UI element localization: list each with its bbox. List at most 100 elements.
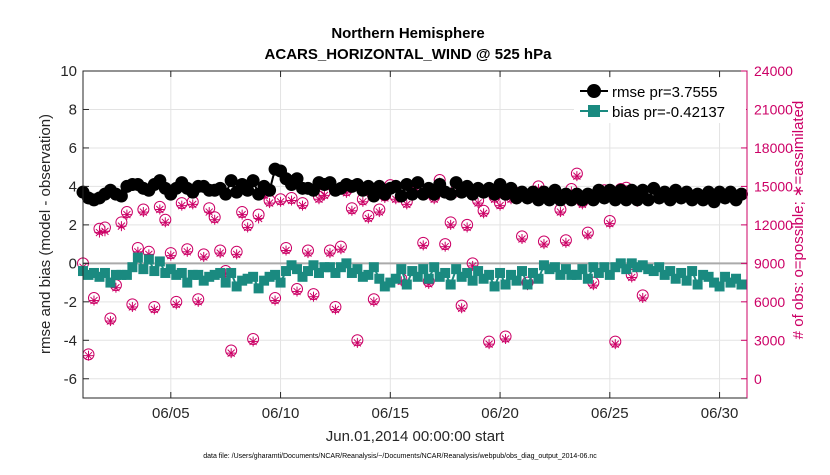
bias-point <box>423 273 434 284</box>
assimilated-obs-marker <box>582 230 593 241</box>
asterisk-stroke <box>441 242 450 251</box>
bias-point <box>692 279 703 290</box>
bias-point <box>286 260 297 271</box>
asterisk-stroke <box>457 304 466 313</box>
y-tick-label-right: 6000 <box>754 294 785 310</box>
bias-point <box>527 267 538 278</box>
asterisk-stroke <box>496 201 504 210</box>
assimilated-obs-marker <box>297 200 308 211</box>
assimilated-obs-marker <box>308 291 319 302</box>
assimilated-obs-marker <box>242 222 253 233</box>
y-tick-label-right: 0 <box>754 371 762 387</box>
assimilated-obs-marker <box>368 296 379 307</box>
asterisk-stroke <box>112 283 120 292</box>
rmse-point <box>449 176 463 190</box>
asterisk-stroke <box>84 351 93 360</box>
assimilated-obs-marker <box>165 250 176 261</box>
bias-point <box>549 262 560 273</box>
y-axis-label-right: # of obs: o=possible; ∗=assimilated <box>790 101 807 340</box>
bias-point <box>560 264 571 275</box>
legend-background <box>574 78 746 123</box>
asterisk-stroke <box>161 218 170 227</box>
assimilated-obs-marker <box>484 339 495 350</box>
bias-point <box>429 262 440 273</box>
asterisk-stroke <box>320 191 329 200</box>
bias-point <box>165 264 176 275</box>
asterisk-stroke <box>331 305 340 314</box>
bias-point <box>302 266 313 277</box>
asterisk-stroke <box>501 335 510 343</box>
bias-point <box>676 267 687 278</box>
bias-point <box>88 267 99 278</box>
assimilated-obs-marker <box>264 198 275 209</box>
asterisk-stroke <box>315 195 323 204</box>
legend-swatches <box>580 84 608 117</box>
bias-point <box>456 271 467 282</box>
assimilated-obs-marker <box>538 239 549 250</box>
assimilated-obs-marker <box>478 208 489 219</box>
assimilated-obs-marker <box>231 249 242 260</box>
bias-point <box>357 271 368 282</box>
bias-point <box>484 269 495 280</box>
assimilated-obs-marker <box>204 207 215 218</box>
grid-lines <box>83 70 747 398</box>
rmse-point <box>389 179 403 193</box>
asterisk-stroke <box>249 337 257 346</box>
y-tick-label-right: 12000 <box>754 217 793 233</box>
y-tick-label-left: 0 <box>69 255 77 272</box>
rmse-point <box>241 183 255 197</box>
asterisk-stroke <box>369 297 378 306</box>
y-tick-label-left: 2 <box>69 217 77 234</box>
bias-point <box>577 264 588 275</box>
bias-point <box>143 254 154 265</box>
rmse-point <box>488 187 502 201</box>
assimilated-obs-marker <box>560 237 571 248</box>
asterisk-stroke <box>364 214 373 223</box>
legend-swatch-rmse-marker <box>587 84 601 98</box>
bias-point <box>659 269 670 280</box>
assimilated-obs-marker <box>99 226 110 237</box>
assimilated-obs-marker <box>610 339 621 350</box>
asterisk-stroke <box>611 340 620 348</box>
bias-point <box>489 281 500 292</box>
bias-point <box>478 273 489 284</box>
assimilated-obs-marker <box>335 244 346 255</box>
legend-label-bias: bias pr=-0.42137 <box>612 104 725 121</box>
rmse-point <box>636 183 650 197</box>
bias-point <box>182 277 193 288</box>
bias-point <box>407 266 418 277</box>
bias-point <box>401 279 412 290</box>
bias-point <box>571 269 582 280</box>
bias-point <box>385 277 396 288</box>
asterisk-stroke <box>402 200 411 209</box>
bias-point <box>149 266 160 277</box>
assimilated-obs-marker <box>330 304 341 315</box>
asterisk-stroke <box>485 340 493 348</box>
rmse-point <box>641 193 655 207</box>
bias-point <box>390 273 401 284</box>
bias-point <box>275 277 286 288</box>
bias-point <box>335 262 346 273</box>
bias-point <box>709 277 720 288</box>
bias-point <box>615 258 626 269</box>
y-tick-label-left: -6 <box>64 371 77 388</box>
asterisk-stroke <box>254 214 263 223</box>
bias-point <box>593 267 604 278</box>
data-layer <box>76 162 749 361</box>
assimilated-obs-marker <box>324 248 335 259</box>
assimilated-obs-marker <box>182 246 193 257</box>
bias-point <box>352 264 363 275</box>
asterisk-stroke <box>172 300 181 309</box>
assimilated-obs-marker <box>187 199 198 210</box>
rmse-point <box>219 187 233 201</box>
y-tick-label-left: 10 <box>60 63 77 80</box>
assimilated-obs-marker <box>363 213 374 224</box>
assimilated-obs-marker <box>555 207 566 218</box>
y-tick-label-right: 18000 <box>754 140 793 156</box>
bias-point <box>154 256 165 267</box>
rmse-point <box>400 177 414 191</box>
asterisk-stroke <box>446 221 455 229</box>
assimilated-obs-marker <box>253 213 264 224</box>
y-tick-label-left: 6 <box>69 140 77 157</box>
